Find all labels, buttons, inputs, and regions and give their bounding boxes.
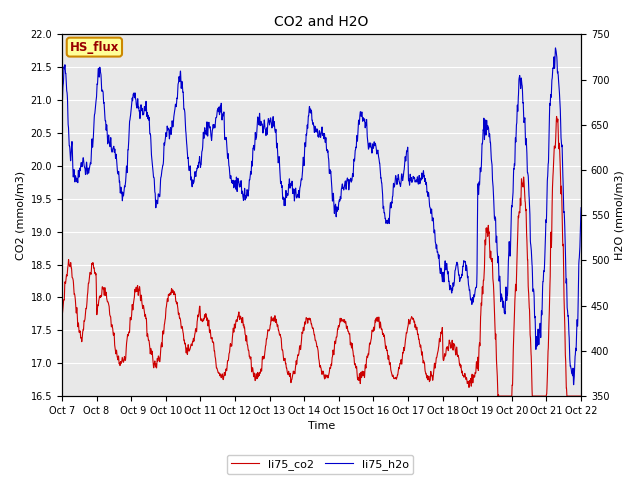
li75_co2 — [577, 393, 585, 399]
Y-axis label: CO2 (mmol/m3): CO2 (mmol/m3) — [15, 171, 25, 260]
li75_h2o — [151, 191, 159, 196]
Text: HS_flux: HS_flux — [70, 41, 119, 54]
li75_co2 — [409, 316, 417, 322]
li75_h2o — [570, 382, 577, 387]
li75_co2 — [151, 361, 159, 367]
li75_co2 — [438, 330, 445, 336]
Legend: li75_co2, li75_h2o: li75_co2, li75_h2o — [227, 455, 413, 474]
li75_h2o — [577, 217, 584, 223]
li75_co2 — [577, 393, 584, 399]
Y-axis label: H2O (mmol/m3): H2O (mmol/m3) — [615, 170, 625, 260]
li75_co2 — [58, 311, 66, 316]
Line: li75_co2: li75_co2 — [62, 117, 581, 396]
Line: li75_h2o: li75_h2o — [62, 48, 581, 384]
li75_h2o — [409, 176, 417, 182]
li75_h2o — [302, 140, 310, 145]
X-axis label: Time: Time — [308, 421, 335, 432]
li75_co2 — [494, 393, 502, 399]
li75_co2 — [467, 380, 475, 385]
li75_co2 — [302, 318, 310, 324]
li75_co2 — [553, 114, 561, 120]
li75_h2o — [577, 205, 585, 211]
li75_h2o — [438, 270, 445, 276]
li75_h2o — [58, 103, 66, 109]
Title: CO2 and H2O: CO2 and H2O — [275, 15, 369, 29]
li75_h2o — [467, 296, 475, 302]
li75_h2o — [552, 45, 559, 51]
